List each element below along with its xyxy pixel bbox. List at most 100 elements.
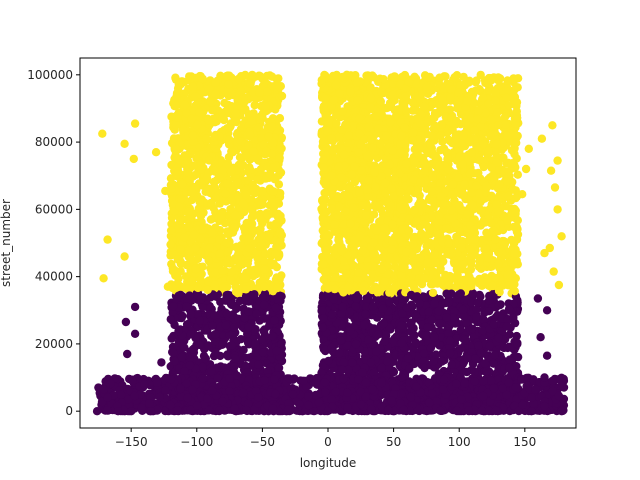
data-point [172,92,181,101]
data-point [349,261,358,270]
data-point [193,283,203,293]
data-point [277,340,286,349]
data-point [191,92,200,101]
data-point [229,223,239,232]
data-point [234,192,243,202]
data-point [193,254,203,264]
data-point [168,267,178,276]
data-point [347,170,357,179]
data-point [195,340,204,350]
data-point [269,187,278,196]
data-point [339,358,348,367]
data-point [174,80,183,89]
data-point [186,148,195,157]
data-point [364,335,373,344]
data-point [226,205,235,214]
data-point [241,285,251,294]
data-point [255,88,264,97]
data-point [215,173,224,182]
data-point [186,330,195,339]
data-point [169,302,178,311]
data-point [336,336,345,345]
data-point [318,215,328,224]
data-point [205,243,215,252]
data-point [360,320,369,330]
data-point [258,187,267,196]
data-point [378,304,388,313]
data-point [184,207,193,217]
data-point [218,266,227,275]
data-point [176,216,185,225]
data-point [249,290,259,300]
data-point [335,202,344,212]
data-point [192,120,202,130]
data-point [361,211,371,220]
data-point [450,73,459,82]
data-point [249,87,258,97]
data-point [318,323,327,332]
data-point [372,285,381,295]
data-point [166,226,176,235]
data-point [177,195,186,204]
data-point [223,179,232,188]
data-point [246,79,255,88]
data-point [179,89,189,99]
data-point [375,200,384,210]
data-point [350,177,360,187]
data-point [236,260,245,270]
data-points [92,70,569,416]
data-point [355,188,364,197]
data-point [201,187,210,196]
data-point [218,113,227,123]
data-point [341,120,350,129]
data-point [258,293,267,302]
data-point [195,71,205,81]
data-point [368,143,377,153]
data-point [208,321,217,330]
data-point [225,135,234,144]
data-point [189,161,198,170]
data-point [321,246,330,255]
data-point [250,101,259,110]
data-point [385,160,394,169]
data-point [270,175,279,184]
data-point [379,75,388,84]
data-point [205,96,215,106]
data-point [204,341,213,350]
data-point [247,205,256,214]
data-point [230,362,239,372]
data-point [204,277,213,286]
data-point [242,218,251,228]
data-point [204,256,213,265]
data-point [238,160,248,170]
data-point [324,356,333,366]
data-point [321,180,330,190]
data-point [222,291,231,300]
data-point [175,202,184,211]
data-point [319,155,328,165]
data-point [188,82,198,92]
data-point [372,347,381,356]
data-point [215,235,224,244]
data-point [195,197,204,207]
data-point [327,310,337,319]
data-point [271,275,281,284]
data-point [211,78,220,87]
data-point [232,242,241,251]
data-point [243,259,252,268]
data-point [251,325,260,334]
data-point [262,146,271,156]
data-point [198,362,207,372]
data-point [178,179,187,189]
data-point [363,151,372,161]
data-point [352,294,361,303]
data-point [183,167,192,177]
data-point [233,371,242,380]
data-point [180,233,189,242]
data-point [210,311,219,320]
data-point [265,169,274,179]
data-point [202,173,212,183]
data-point [211,336,221,346]
data-point [377,265,387,274]
